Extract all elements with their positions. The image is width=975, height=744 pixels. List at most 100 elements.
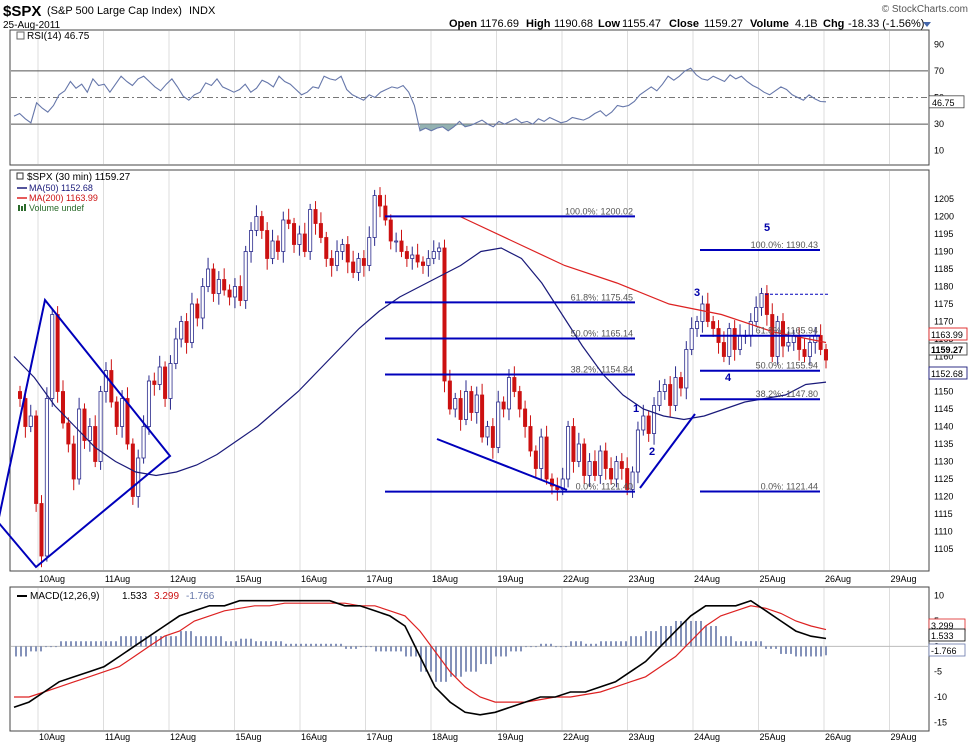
price-tick-label: 1195 [934,229,953,239]
macd-histogram-bar [245,638,247,647]
macd-histogram-bar [590,643,592,647]
macd-histogram-bar [215,636,217,647]
macd-histogram-bar [90,641,92,647]
candle-body [281,219,286,252]
candle-body [738,335,743,350]
stockcharts-watermark: © StockCharts.com [882,4,968,15]
macd-histogram-bar [280,641,282,647]
candle-body [302,233,307,252]
candle-body [474,394,479,413]
macd-histogram-bar [525,646,527,648]
candle-body [394,240,399,243]
candle-body [232,286,237,298]
candle-body [152,380,157,385]
candle-body [501,401,506,410]
macd-histogram-bar [470,646,472,672]
macd-histogram-bar [240,638,242,647]
fib-label-right: 61.8%: 1165.94 [756,326,818,336]
wave-label: 4 [725,372,732,384]
macd-histogram-bar [255,641,257,647]
settings-dropdown-icon[interactable] [923,22,931,27]
x-tick-label-macd: 23Aug [628,732,654,742]
candle-body [603,450,608,469]
candle-body [592,461,597,476]
candle-body [195,303,200,319]
candle-body [764,293,769,315]
candle-body [184,321,189,343]
macd-histogram-bar [80,641,82,647]
candle-body [695,321,700,329]
x-tick-label-price: 16Aug [301,574,327,584]
fib-label-right: 100.0%: 1190.43 [751,240,818,250]
macd-histogram-bar [130,636,132,647]
wave-label: 2 [649,446,655,458]
candle-body [146,380,151,427]
low-value: 1155.47 [622,18,661,30]
price-tick-label: 1175 [934,299,953,309]
x-tick-label-price: 11Aug [105,574,130,584]
macd-histogram-bar [305,643,307,647]
macd-histogram-bar [485,646,487,665]
macd-histogram-bar [570,641,572,647]
macd-histogram-bar [395,646,397,652]
x-tick-label-macd: 12Aug [170,732,196,742]
macd-histogram-bar [120,636,122,647]
candle-body [689,328,694,350]
macd-histogram-bar [340,643,342,647]
x-tick-label-macd: 29Aug [890,732,916,742]
candle-body [227,289,232,298]
volume-value: 4.1B [795,18,818,30]
macd-histogram-bar [725,636,727,647]
candle-body [238,286,243,301]
fib-label-right: 38.2%: 1147.80 [756,389,818,399]
price-tick-label: 1110 [934,527,953,537]
macd-legend-prefix: MACD(12,26,9) [30,591,99,602]
candle-body [539,436,544,469]
candle-body [453,398,458,410]
macd-histogram-bar [125,636,127,647]
candle-body [120,398,125,427]
macd-histogram-bar [625,641,627,647]
macd-histogram-bar [200,636,202,647]
macd-histogram-bar [135,636,137,647]
ohlc-readout: Open 1176.69 High 1190.68 Low 1155.47 Cl… [449,18,924,30]
candle-body [420,261,425,266]
macd-line [13,599,827,716]
candle-body [802,349,807,357]
macd-histogram-bar [300,643,302,647]
candle-body [587,461,592,476]
candle-body [200,286,205,319]
candle-body [404,251,409,259]
macd-histogram-bar [600,641,602,647]
macd-histogram-bar [180,631,182,647]
header-symbol: $SPX [3,3,41,20]
price-tick-label: 1135 [934,439,953,449]
candle-body [39,503,44,557]
macd-histogram-bar [755,641,757,647]
macd-histogram-bar [480,646,482,665]
x-tick-label-macd: 19Aug [497,732,523,742]
macd-histogram-bar [30,646,32,652]
candle-body [700,303,705,322]
macd-histogram-bar [505,646,507,657]
candle-body [684,349,689,389]
wave-label: 5 [764,222,770,234]
candle-body [641,415,646,431]
fib-label-left: 61.8%: 1175.45 [571,292,633,302]
candle-body [635,429,640,473]
candle-body [297,233,302,245]
price-tick-label: 1170 [934,317,953,327]
candle-body [388,219,393,242]
macd-histogram-bar [325,643,327,647]
macd-histogram-bar [225,641,227,647]
candle-body [646,415,651,434]
candle-body [270,240,275,259]
macd-histogram-bar [390,646,392,652]
candle-body [807,342,812,357]
macd-histogram-bar [400,646,402,652]
candle-body [415,254,420,263]
candle-body [222,279,227,291]
macd-histogram-bar [800,646,802,657]
macd-histogram-bar [690,620,692,647]
macd-histogram-bar [475,646,477,672]
